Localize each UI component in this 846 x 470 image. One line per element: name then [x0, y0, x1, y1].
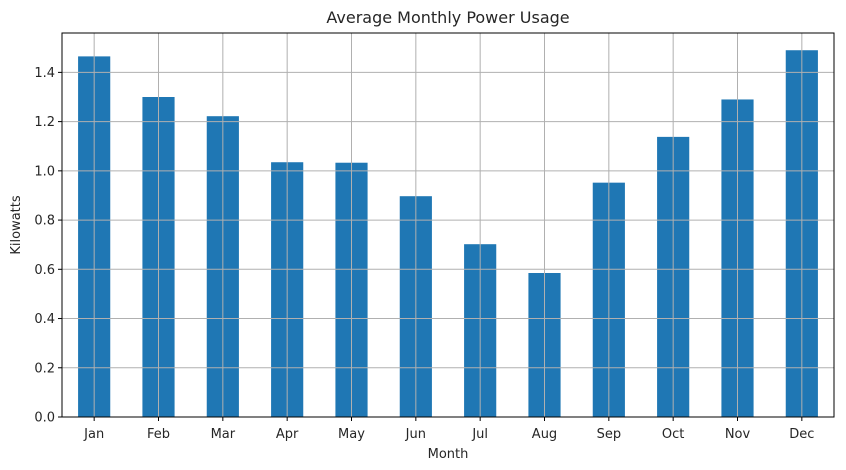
- x-tick-label: Feb: [147, 427, 170, 442]
- y-axis-ticks: 0.0 0.2 0.4 0.6 0.8 1.0 1.2 1.4: [34, 66, 62, 426]
- x-tick-label: Nov: [725, 427, 751, 442]
- y-tick-label: 0.2: [34, 361, 55, 376]
- x-tick-label: Sep: [597, 427, 622, 442]
- x-tick-label: Oct: [662, 427, 684, 442]
- y-tick-label: 0.4: [34, 312, 55, 327]
- y-tick-label: 0.6: [34, 263, 55, 278]
- y-tick-label: 1.4: [34, 66, 55, 81]
- x-axis-ticks: Jan Feb Mar Apr May Jun Jul Aug Sep Oct Nov Dec: [83, 417, 814, 442]
- x-tick-label: May: [338, 427, 365, 442]
- plot-frame: [61, 32, 835, 418]
- y-tick-label: 1.2: [34, 115, 55, 130]
- x-tick-label: Apr: [276, 427, 299, 442]
- x-axis-label: Month: [428, 447, 469, 462]
- x-tick-label: Jun: [405, 427, 426, 442]
- x-tick-label: Jul: [471, 427, 488, 442]
- chart-title: Average Monthly Power Usage: [326, 8, 569, 27]
- y-tick-label: 0.8: [34, 214, 55, 229]
- x-tick-label: Aug: [532, 427, 557, 442]
- x-tick-label: Mar: [211, 427, 236, 442]
- x-tick-label: Jan: [83, 427, 104, 442]
- x-tick-label: Dec: [789, 427, 814, 442]
- y-tick-label: 0.0: [34, 411, 55, 426]
- y-axis-label: Kilowatts: [9, 195, 24, 254]
- y-tick-label: 1.0: [34, 164, 55, 179]
